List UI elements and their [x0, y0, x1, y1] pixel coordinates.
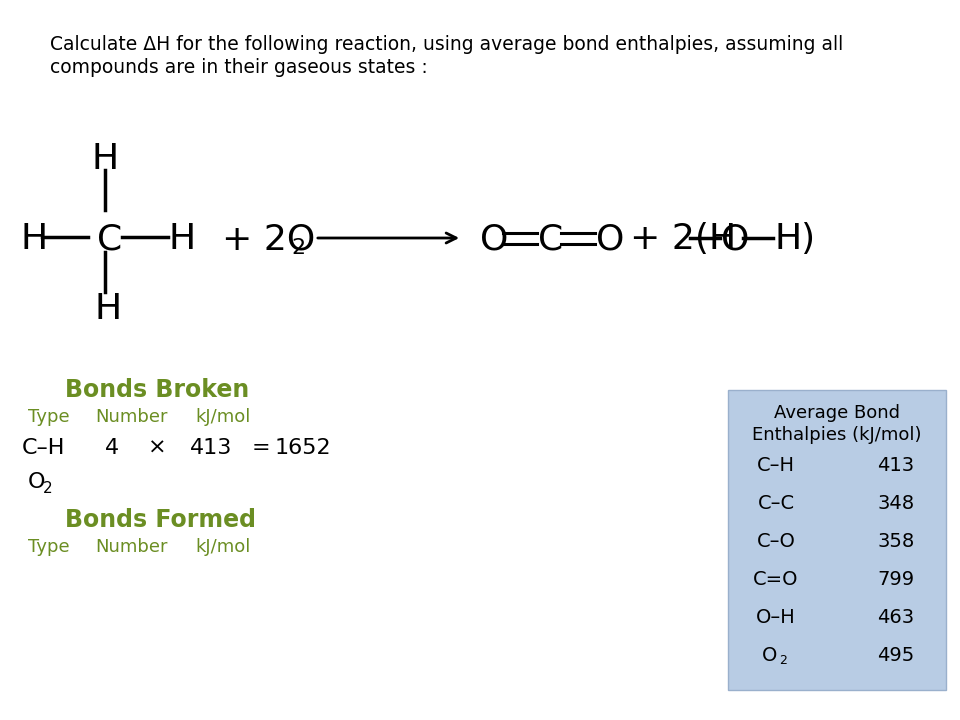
Text: Calculate ΔH for the following reaction, using average bond enthalpies, assuming: Calculate ΔH for the following reaction,… [50, 35, 843, 54]
Text: Type: Type [28, 538, 70, 556]
Text: C: C [97, 222, 122, 256]
Text: =: = [252, 438, 271, 458]
Text: + 2(H: + 2(H [630, 222, 736, 256]
Text: 2: 2 [291, 238, 305, 258]
Text: kJ/mol: kJ/mol [195, 408, 251, 426]
Text: 2: 2 [780, 654, 787, 667]
Text: Number: Number [95, 408, 167, 426]
Text: H): H) [774, 222, 815, 256]
Text: 358: 358 [877, 532, 915, 551]
Text: 799: 799 [877, 570, 915, 589]
Text: 1652: 1652 [275, 438, 331, 458]
Text: Number: Number [95, 538, 167, 556]
Text: C–H: C–H [757, 456, 795, 475]
Text: Bonds Broken: Bonds Broken [65, 378, 250, 402]
Text: ×: × [148, 438, 167, 458]
Text: 413: 413 [190, 438, 232, 458]
Text: kJ/mol: kJ/mol [195, 538, 251, 556]
Text: H: H [95, 292, 122, 326]
Text: O: O [762, 646, 778, 665]
Text: Average Bond: Average Bond [774, 404, 900, 422]
Text: H: H [91, 142, 119, 176]
Text: compounds are in their gaseous states :: compounds are in their gaseous states : [50, 58, 428, 77]
Text: Bonds Formed: Bonds Formed [65, 508, 256, 532]
Text: O: O [721, 222, 750, 256]
Text: C–O: C–O [756, 532, 796, 551]
Text: Type: Type [28, 408, 70, 426]
Text: 463: 463 [877, 608, 915, 627]
Text: O: O [480, 222, 509, 256]
Text: H: H [169, 222, 196, 256]
Text: H: H [20, 222, 47, 256]
Text: O–H: O–H [756, 608, 796, 627]
Text: O: O [28, 472, 45, 492]
FancyBboxPatch shape [728, 390, 946, 690]
Text: O: O [596, 222, 624, 256]
Text: 413: 413 [877, 456, 915, 475]
Text: 348: 348 [877, 494, 915, 513]
Text: C: C [538, 222, 564, 256]
Text: 4: 4 [105, 438, 119, 458]
Text: C–C: C–C [757, 494, 795, 513]
Text: + 2O: + 2O [222, 222, 315, 256]
Text: C–H: C–H [22, 438, 65, 458]
Text: 495: 495 [877, 646, 915, 665]
Text: Enthalpies (kJ/mol): Enthalpies (kJ/mol) [753, 426, 922, 444]
Text: C=O: C=O [754, 570, 799, 589]
Text: 2: 2 [43, 481, 53, 496]
